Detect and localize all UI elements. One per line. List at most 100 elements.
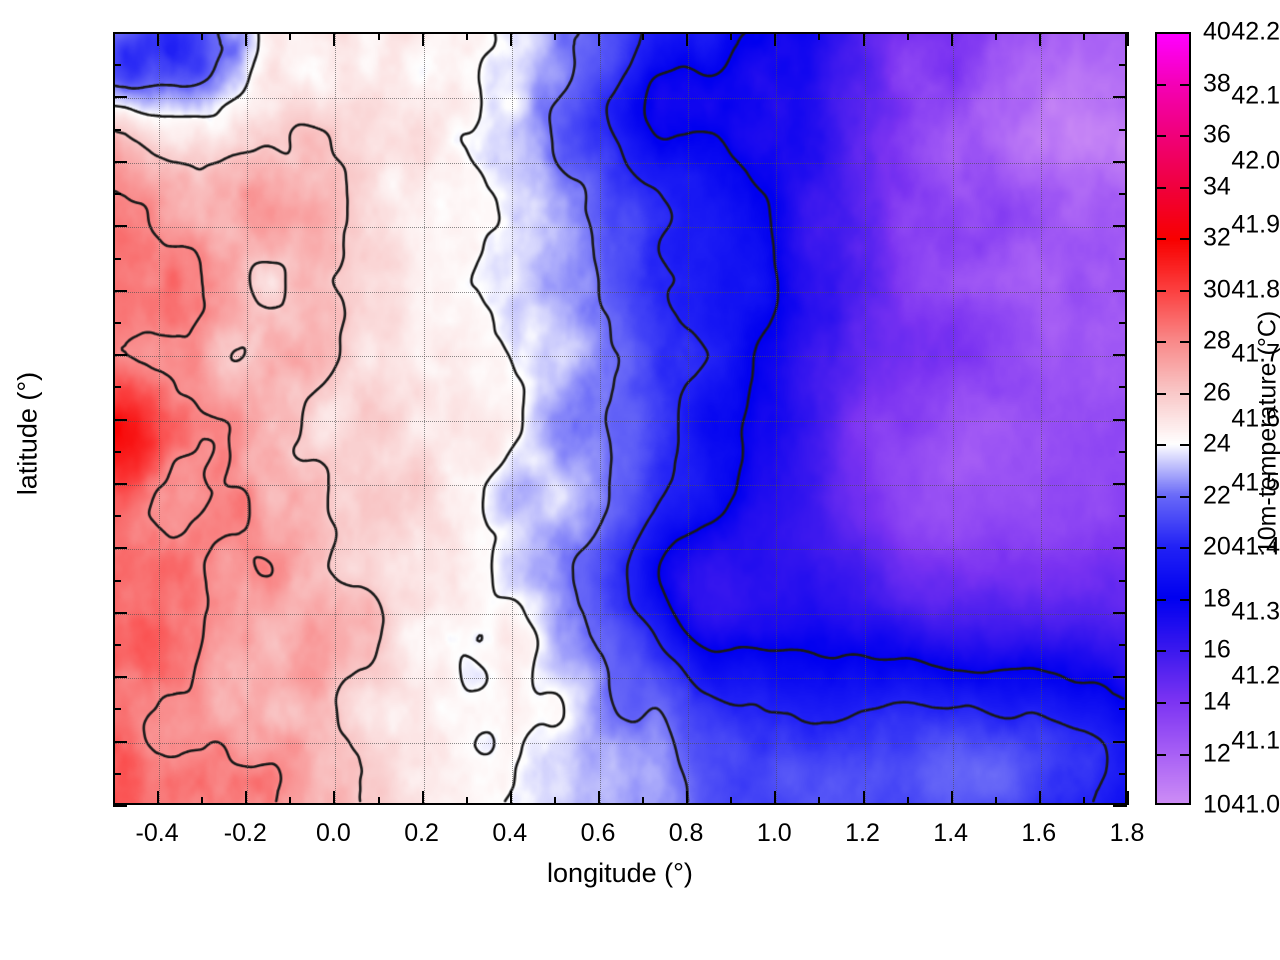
colorbar-tick (1180, 238, 1191, 241)
x-tick-major (1127, 32, 1129, 46)
colorbar-tick (1155, 495, 1166, 498)
y-tick-minor (113, 450, 121, 453)
y-tick-major (1113, 482, 1127, 485)
colorbar-tick-label: 28 (1203, 326, 1231, 355)
x-tick-minor (730, 32, 733, 40)
contour-lines (115, 34, 1125, 803)
colorbar-tick (1180, 650, 1191, 653)
colorbar-tick-label: 40 (1203, 17, 1231, 46)
x-tick-label: 1.2 (845, 819, 880, 847)
x-tick-label: 0.0 (316, 819, 351, 847)
colorbar-tick-label: 18 (1203, 584, 1231, 613)
x-tick-minor (994, 797, 997, 805)
y-tick-major (113, 96, 127, 99)
y-tick-major (1113, 611, 1127, 614)
colorbar-tick (1180, 444, 1191, 447)
x-tick-minor (994, 32, 997, 40)
x-tick-label: 1.4 (933, 819, 969, 847)
y-tick-minor (113, 579, 121, 582)
colorbar-tick (1155, 186, 1166, 189)
colorbar-tick (1180, 753, 1191, 756)
x-tick-minor (289, 32, 292, 40)
y-tick-major (1113, 418, 1127, 421)
y-tick-minor (1119, 644, 1127, 646)
colorbar-tick (1180, 392, 1191, 395)
temperature-heatmap-field (115, 34, 1125, 803)
colorbar-tick (1180, 289, 1191, 292)
colorbar-tick-label: 14 (1203, 687, 1231, 716)
colorbar-tick (1180, 547, 1191, 550)
y-tick-minor (113, 321, 121, 324)
x-tick-label: 1.6 (1021, 819, 1057, 847)
x-tick-major (598, 791, 600, 805)
colorbar-tick (1155, 701, 1166, 704)
y-tick-major (113, 225, 127, 228)
x-tick-minor (465, 32, 468, 40)
map-plot-area[interactable] (113, 32, 1127, 805)
x-tick-minor (906, 797, 909, 805)
x-tick-major (774, 791, 777, 805)
x-tick-minor (642, 797, 644, 805)
colorbar-tick (1155, 650, 1166, 653)
x-tick-minor (642, 32, 644, 40)
colorbar-tick (1155, 444, 1166, 447)
y-tick-minor (113, 772, 121, 775)
y-tick-label: 41.6 (1231, 404, 1280, 432)
x-tick-major (862, 32, 865, 46)
y-tick-major (113, 160, 127, 163)
colorbar-tick-label: 34 (1203, 172, 1231, 201)
y-tick-minor (113, 644, 121, 646)
x-tick-minor (465, 797, 468, 805)
x-tick-major (774, 32, 777, 46)
x-tick-label: 0.8 (668, 819, 704, 847)
y-tick-minor (113, 128, 121, 131)
x-tick-label: 0.4 (492, 819, 528, 847)
colorbar-tick (1155, 83, 1166, 86)
y-tick-minor (1119, 128, 1127, 131)
y-tick-minor (113, 64, 121, 67)
y-tick-minor (1119, 193, 1127, 195)
x-tick-major (1038, 32, 1041, 46)
y-tick-major (1113, 740, 1127, 743)
y-tick-label: 41.5 (1231, 468, 1280, 497)
y-tick-label: 41.7 (1231, 339, 1280, 368)
y-tick-major (1113, 354, 1127, 357)
x-tick-minor (289, 797, 292, 805)
x-tick-major (950, 791, 953, 805)
x-axis-label: longitude (°) (547, 858, 693, 888)
x-tick-major (509, 32, 512, 46)
x-tick-minor (201, 32, 204, 40)
y-axis-label: latitude (°) (12, 371, 43, 496)
y-tick-label: 41.3 (1231, 597, 1280, 626)
y-tick-major (1113, 225, 1127, 228)
colorbar-tick-label: 16 (1203, 635, 1231, 664)
y-tick-major (113, 32, 127, 34)
x-tick-major (333, 32, 336, 46)
x-tick-label: 0.2 (404, 819, 439, 847)
colorbar-tick (1155, 547, 1166, 550)
x-tick-minor (1082, 32, 1085, 40)
x-tick-minor (1082, 797, 1085, 805)
y-tick-major (1113, 805, 1127, 807)
colorbar-tick (1155, 289, 1166, 292)
y-tick-minor (113, 708, 121, 711)
y-tick-major (1113, 547, 1127, 550)
y-tick-minor (113, 386, 121, 389)
y-tick-label: 41.9 (1231, 210, 1280, 239)
y-tick-major (1113, 96, 1127, 99)
colorbar-tick (1180, 83, 1191, 86)
colorbar-tick-label: 12 (1203, 739, 1231, 767)
x-tick-label: 1.8 (1109, 819, 1145, 847)
x-tick-major (421, 32, 424, 46)
x-tick-major (686, 791, 689, 805)
x-tick-label: -0.2 (223, 819, 267, 847)
x-tick-label: 0.6 (580, 819, 616, 847)
y-tick-major (1113, 32, 1127, 34)
x-tick-major (245, 791, 248, 805)
x-tick-label: -0.4 (135, 819, 179, 847)
colorbar-tick (1180, 135, 1191, 138)
y-tick-minor (1119, 772, 1127, 775)
colorbar[interactable] (1155, 32, 1191, 805)
x-tick-major (1038, 791, 1041, 805)
